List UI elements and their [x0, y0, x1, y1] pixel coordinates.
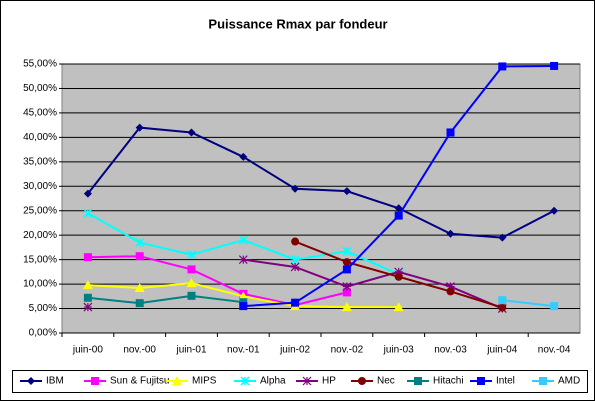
point — [187, 291, 196, 300]
point — [342, 246, 352, 256]
point — [394, 267, 404, 277]
legend-marker — [414, 377, 422, 385]
x-tick-label: juin-02 — [279, 345, 310, 356]
point — [135, 252, 144, 261]
point — [342, 187, 351, 196]
point — [446, 287, 455, 296]
point — [83, 302, 93, 312]
point — [393, 302, 404, 312]
point — [498, 62, 507, 71]
x-tick-label: juin-00 — [72, 345, 103, 356]
x-tick-label: juin-01 — [175, 345, 206, 356]
legend-marker — [477, 377, 485, 385]
point — [446, 282, 455, 291]
series-line — [502, 299, 555, 308]
y-tick-label: 10,00% — [23, 279, 57, 290]
x-tick-label: nov.-04 — [538, 345, 571, 356]
point — [290, 262, 300, 272]
series-line — [243, 258, 503, 310]
y-tick-label: 20,00% — [23, 230, 57, 241]
y-tick-label: 55,00% — [23, 59, 57, 70]
legend-label: Nec — [377, 376, 395, 387]
series-line — [87, 126, 555, 239]
point — [134, 283, 145, 293]
legend-label: Intel — [496, 376, 515, 387]
point — [187, 128, 196, 137]
legend-marker — [91, 377, 99, 385]
point — [342, 265, 351, 274]
point — [341, 302, 352, 312]
legend-marker — [27, 377, 35, 385]
point — [291, 298, 300, 307]
point — [238, 291, 249, 301]
legend-marker — [240, 376, 250, 386]
point — [238, 255, 248, 265]
point — [187, 265, 196, 274]
point — [83, 189, 92, 198]
point — [498, 303, 507, 312]
point — [342, 282, 352, 291]
y-tick-label: 45,00% — [23, 108, 57, 119]
point — [186, 250, 197, 260]
y-tick-label: 40,00% — [23, 132, 57, 143]
y-tick-label: 0,00% — [29, 328, 57, 339]
point — [238, 235, 248, 245]
chart-title: Puissance Rmax par fondeur — [208, 16, 387, 31]
point — [394, 211, 403, 220]
legend-label: IBM — [46, 376, 64, 387]
series-line — [87, 294, 244, 305]
point — [83, 293, 92, 302]
point — [135, 299, 144, 308]
legend-label: Alpha — [260, 376, 286, 387]
point — [342, 288, 351, 297]
y-tick-label: 35,00% — [23, 156, 57, 167]
point — [498, 233, 507, 242]
point — [342, 258, 351, 267]
x-tick-label: juin-04 — [486, 345, 517, 356]
point — [135, 237, 145, 248]
series-line — [87, 255, 348, 307]
point — [394, 272, 403, 281]
legend-marker — [172, 376, 182, 385]
y-tick-label: 5,00% — [29, 303, 57, 314]
legend-marker — [302, 376, 312, 386]
point — [82, 280, 93, 290]
legend-label: Sun & Fujitsu — [110, 376, 169, 387]
point — [498, 296, 507, 305]
legend-marker — [358, 377, 366, 385]
point — [394, 204, 403, 213]
y-tick-label: 15,00% — [23, 254, 57, 265]
point — [446, 229, 455, 238]
legend-label: Hitachi — [433, 376, 464, 387]
point — [83, 208, 93, 218]
point — [550, 302, 559, 311]
point — [83, 253, 92, 262]
point — [239, 302, 248, 311]
x-tick-label: nov.-02 — [331, 345, 364, 356]
point — [239, 152, 248, 161]
plot-area — [61, 63, 581, 334]
point — [186, 278, 197, 288]
point — [291, 184, 300, 193]
point — [550, 206, 559, 215]
x-tick-label: juin-03 — [383, 345, 414, 356]
y-tick-label: 50,00% — [23, 83, 57, 94]
legend-marker — [539, 377, 547, 385]
x-tick-label: nov.-01 — [227, 345, 260, 356]
point — [550, 61, 559, 70]
x-tick-label: nov.-00 — [123, 345, 156, 356]
x-tick-label: nov.-03 — [434, 345, 467, 356]
point — [290, 255, 300, 265]
point — [291, 237, 300, 246]
point — [446, 128, 455, 137]
legend-label: AMD — [558, 376, 580, 387]
point — [135, 123, 144, 132]
legend-label: MIPS — [192, 376, 217, 387]
y-tick-label: 30,00% — [23, 181, 57, 192]
legend-label: HP — [322, 376, 336, 387]
y-tick-label: 25,00% — [23, 205, 57, 216]
